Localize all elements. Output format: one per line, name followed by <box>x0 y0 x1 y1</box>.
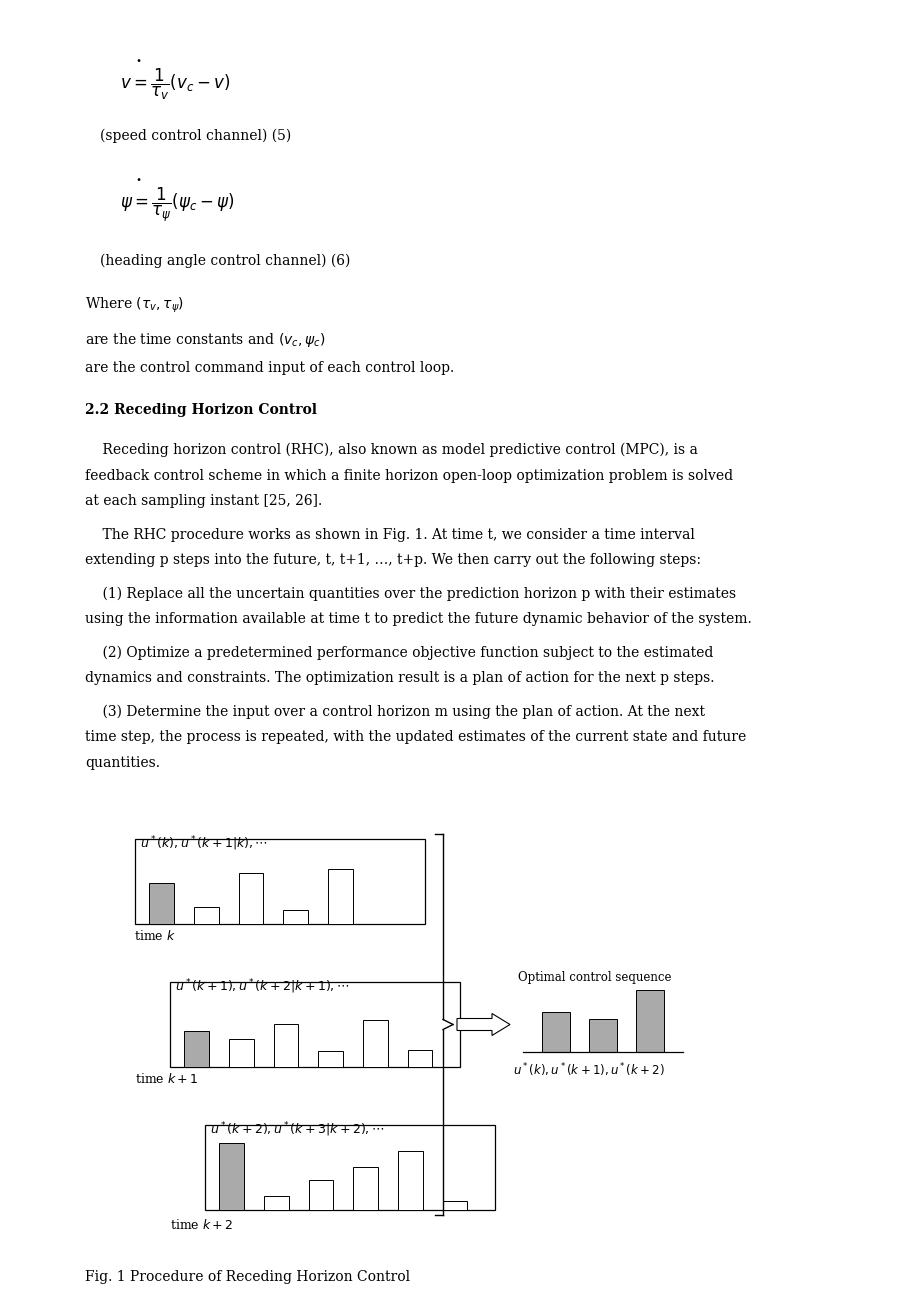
Text: Fig. 1 Procedure of Receding Horizon Control: Fig. 1 Procedure of Receding Horizon Con… <box>85 1269 410 1284</box>
Text: time $k$: time $k$ <box>134 930 176 943</box>
Bar <box>170 982 460 1068</box>
Text: are the time constants and $(v_c, \psi_c)$: are the time constants and $(v_c, \psi_c… <box>85 331 325 349</box>
Bar <box>407 1049 432 1068</box>
Bar <box>149 883 174 924</box>
Bar <box>362 1019 387 1068</box>
Text: time $k+2$: time $k+2$ <box>170 1217 233 1232</box>
Bar <box>229 1039 254 1068</box>
Text: (1) Replace all the uncertain quantities over the prediction horizon p with thei: (1) Replace all the uncertain quantities… <box>85 586 735 602</box>
Text: (speed control channel) (5): (speed control channel) (5) <box>100 129 291 143</box>
Text: The RHC procedure works as shown in Fig. 1. At time t, we consider a time interv: The RHC procedure works as shown in Fig.… <box>85 527 694 542</box>
Bar <box>353 1167 378 1210</box>
Text: $\psi = \dfrac{1}{\tau_\psi}(\psi_c - \psi)$: $\psi = \dfrac{1}{\tau_\psi}(\psi_c - \p… <box>119 186 234 224</box>
Bar <box>283 910 308 924</box>
Bar <box>273 1023 298 1068</box>
Bar <box>264 1195 289 1210</box>
Text: (3) Determine the input over a control horizon m using the plan of action. At th: (3) Determine the input over a control h… <box>85 704 704 719</box>
Text: $v = \dfrac{1}{\tau_v}(v_c - v)$: $v = \dfrac{1}{\tau_v}(v_c - v)$ <box>119 66 230 103</box>
Bar <box>309 1180 333 1210</box>
Text: using the information available at time t to predict the future dynamic behavior: using the information available at time … <box>85 612 751 626</box>
Text: $u^*(k+2),u^*(k+3|k+2),\cdots$: $u^*(k+2),u^*(k+3|k+2),\cdots$ <box>210 1120 384 1139</box>
Bar <box>238 872 263 924</box>
Text: time $k+1$: time $k+1$ <box>135 1072 199 1086</box>
Bar <box>442 1200 467 1210</box>
Text: quantities.: quantities. <box>85 755 160 769</box>
Text: are the control command input of each control loop.: are the control command input of each co… <box>85 361 454 375</box>
Text: $u^*(k),u^*(k+1|k),\cdots$: $u^*(k),u^*(k+1|k),\cdots$ <box>140 835 267 853</box>
Text: $u^*(k+1),u^*(k+2|k+1),\cdots$: $u^*(k+1),u^*(k+2|k+1),\cdots$ <box>175 976 349 996</box>
Text: at each sampling instant [25, 26].: at each sampling instant [25, 26]. <box>85 493 322 508</box>
Bar <box>588 1019 617 1052</box>
Text: extending p steps into the future, t, t+1, …, t+p. We then carry out the followi: extending p steps into the future, t, t+… <box>85 553 700 566</box>
Text: Optimal control sequence: Optimal control sequence <box>517 971 671 984</box>
Text: (heading angle control channel) (6): (heading angle control channel) (6) <box>100 254 350 268</box>
Text: Where $(\tau_v, \tau_\psi)$: Where $(\tau_v, \tau_\psi)$ <box>85 296 184 315</box>
Text: Receding horizon control (RHC), also known as model predictive control (MPC), is: Receding horizon control (RHC), also kno… <box>85 443 698 457</box>
Bar <box>635 991 664 1052</box>
Text: time step, the process is repeated, with the updated estimates of the current st: time step, the process is repeated, with… <box>85 730 745 743</box>
Bar <box>205 1125 494 1210</box>
Bar <box>220 1143 244 1210</box>
Text: feedback control scheme in which a finite horizon open-loop optimization problem: feedback control scheme in which a finit… <box>85 469 732 483</box>
Bar <box>194 906 219 924</box>
Text: (2) Optimize a predetermined performance objective function subject to the estim: (2) Optimize a predetermined performance… <box>85 646 712 660</box>
Text: $u^*(k),u^*(k+1),u^*(k+2)$: $u^*(k),u^*(k+1),u^*(k+2)$ <box>513 1061 664 1079</box>
Bar <box>398 1151 422 1210</box>
Text: $\bullet$: $\bullet$ <box>135 174 142 184</box>
Text: dynamics and constraints. The optimization result is a plan of action for the ne: dynamics and constraints. The optimizati… <box>85 671 714 685</box>
Bar <box>184 1031 209 1068</box>
Bar <box>541 1012 570 1052</box>
Text: $\bullet$: $\bullet$ <box>135 55 142 64</box>
Bar <box>327 868 352 924</box>
Text: 2.2 Receding Horizon Control: 2.2 Receding Horizon Control <box>85 404 317 417</box>
Bar <box>135 838 425 924</box>
FancyArrow shape <box>457 1013 509 1035</box>
Bar <box>318 1051 343 1068</box>
